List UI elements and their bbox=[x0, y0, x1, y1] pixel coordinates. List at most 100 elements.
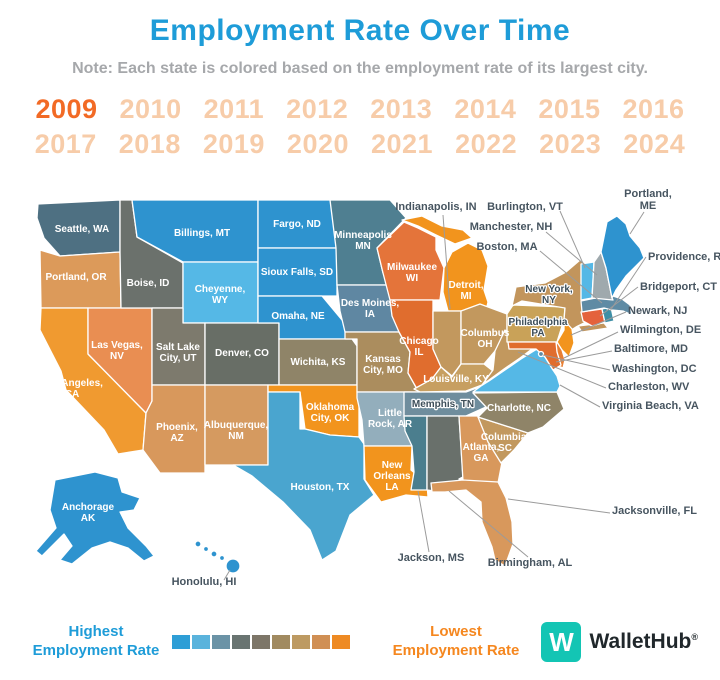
year-2020[interactable]: 2020 bbox=[286, 129, 349, 159]
callout-label-DC: Washington, DC bbox=[612, 363, 697, 375]
legend-highest-line2: Employment Rate bbox=[32, 642, 160, 659]
city-label-IA: Des Moines, IA bbox=[341, 298, 400, 320]
year-2012[interactable]: 2012 bbox=[286, 94, 349, 124]
city-label-TN: Memphis, TN bbox=[412, 399, 474, 410]
wallethub-logo-letter: W bbox=[549, 626, 574, 657]
leader-line-IN bbox=[442, 214, 451, 310]
leader-line-WV bbox=[517, 351, 607, 389]
callout-label-RI: Providence, RI bbox=[648, 251, 720, 263]
city-label-SD: Sioux Falls, SD bbox=[261, 267, 333, 278]
year-2018[interactable]: 2018 bbox=[118, 129, 181, 159]
year-2017[interactable]: 2017 bbox=[34, 129, 97, 159]
leader-line-RI bbox=[609, 256, 647, 312]
state-MI[interactable] bbox=[401, 215, 473, 245]
state-MA[interactable] bbox=[580, 294, 633, 316]
leader-line-NJ bbox=[570, 311, 627, 336]
legend-swatch-3 bbox=[212, 635, 230, 649]
leader-line-DC bbox=[542, 354, 611, 371]
year-2022[interactable]: 2022 bbox=[455, 129, 518, 159]
state-HI[interactable] bbox=[194, 540, 202, 548]
state-HI[interactable] bbox=[225, 558, 241, 574]
year-2013[interactable]: 2013 bbox=[370, 94, 433, 124]
legend-swatch-6 bbox=[272, 635, 290, 649]
city-label-TX: Houston, TX bbox=[291, 482, 350, 493]
state-HI[interactable] bbox=[218, 554, 226, 562]
year-row: 2009 2010 2011 2012 2013 2014 2015 2016 bbox=[0, 92, 720, 127]
year-2019[interactable]: 2019 bbox=[202, 129, 265, 159]
callout-label-MA: Boston, MA bbox=[476, 241, 537, 253]
state-FL[interactable] bbox=[430, 479, 514, 567]
city-label-WA: Seattle, WA bbox=[55, 224, 109, 235]
state-WI[interactable] bbox=[376, 221, 445, 301]
year-2016[interactable]: 2016 bbox=[622, 94, 685, 124]
state-MI[interactable] bbox=[442, 242, 489, 312]
wallethub-logo-name: WalletHub® bbox=[589, 630, 698, 653]
city-label-MO: Kansas City, MO bbox=[363, 354, 403, 376]
city-label-PA: Philadelphia PA bbox=[509, 317, 568, 339]
page-note: Note: Each state is colored based on the… bbox=[72, 60, 648, 77]
city-label-OH: Columbus OH bbox=[461, 328, 510, 350]
year-2009[interactable]: 2009 bbox=[35, 94, 98, 124]
state-MD[interactable] bbox=[507, 341, 562, 371]
callout-label-ME: Portland, ME bbox=[624, 188, 672, 212]
legend-highest-label: Highest Employment Rate bbox=[30, 623, 162, 661]
city-label-KS: Wichita, KS bbox=[291, 357, 346, 368]
state-KY[interactable] bbox=[413, 363, 494, 393]
year-2024[interactable]: 2024 bbox=[623, 129, 686, 159]
city-label-MT: Billings, MT bbox=[174, 228, 230, 239]
city-label-MI: Detroit, MI bbox=[449, 280, 484, 302]
legend-swatch-7 bbox=[292, 635, 310, 649]
city-label-NM: Albuquerque, NM bbox=[204, 420, 269, 442]
leader-line-FL bbox=[507, 498, 611, 514]
city-label-UT: Salt Lake City, UT bbox=[156, 342, 200, 364]
leader-line-MS bbox=[417, 490, 430, 553]
callout-label-VA: Virginia Beach, VA bbox=[602, 400, 699, 412]
legend-highest-line1: Highest bbox=[68, 623, 124, 641]
callout-label-VT: Burlington, VT bbox=[487, 201, 563, 213]
state-ME[interactable] bbox=[600, 215, 645, 299]
callout-label-DE: Wilmington, DE bbox=[620, 324, 701, 336]
legend-swatch-4 bbox=[232, 635, 250, 649]
city-label-IL: Chicago IL bbox=[399, 336, 438, 358]
legend-bar: Highest Employment Rate Lowest Employmen… bbox=[0, 612, 720, 672]
year-2010[interactable]: 2010 bbox=[119, 94, 182, 124]
state-DC[interactable] bbox=[537, 350, 545, 358]
legend-scale bbox=[172, 635, 352, 649]
legend-lowest-line1: Lowest bbox=[430, 623, 482, 641]
leader-line-DE bbox=[563, 331, 619, 359]
city-label-CO: Denver, CO bbox=[215, 348, 269, 359]
year-2011[interactable]: 2011 bbox=[203, 94, 265, 124]
city-label-ID: Boise, ID bbox=[127, 278, 170, 289]
callout-label-NH: Manchester, NH bbox=[470, 221, 553, 233]
city-label-OR: Portland, OR bbox=[45, 272, 107, 283]
state-HI[interactable] bbox=[210, 550, 218, 558]
leader-line-VT bbox=[559, 210, 586, 269]
city-label-AR: Little Rock, AR bbox=[368, 408, 413, 430]
city-label-GA: Atlanta, GA bbox=[463, 442, 500, 464]
callout-label-HI: Honolulu, HI bbox=[172, 576, 237, 588]
state-HI[interactable] bbox=[202, 545, 210, 553]
city-label-SC: Columbia, SC bbox=[481, 432, 530, 454]
year-2015[interactable]: 2015 bbox=[538, 94, 601, 124]
year-2023[interactable]: 2023 bbox=[539, 129, 602, 159]
city-label-WY: Cheyenne, WY bbox=[195, 284, 246, 306]
state-SD[interactable] bbox=[257, 247, 338, 297]
wallethub-logo[interactable]: W WalletHub® bbox=[541, 622, 698, 662]
us-map-svg: Seattle, WA Portland, OR Los Angeles, CA Las… bbox=[35, 188, 720, 588]
year-2014[interactable]: 2014 bbox=[454, 94, 517, 124]
callout-label-MD: Baltimore, MD bbox=[614, 343, 688, 355]
city-label-MN: Minneapolis MN bbox=[334, 230, 392, 252]
registered-mark: ® bbox=[691, 632, 698, 642]
year-selector: 2009 2010 2011 2012 2013 2014 2015 2016 2017 2018… bbox=[0, 92, 720, 162]
leader-line-VA bbox=[559, 384, 601, 408]
city-label-LA: New Orleans LA bbox=[373, 460, 411, 493]
callout-label-AL: Birmingham, AL bbox=[488, 557, 573, 569]
leader-line-MA bbox=[539, 250, 603, 304]
state-AK[interactable] bbox=[35, 471, 155, 565]
year-2021[interactable]: 2021 bbox=[371, 129, 434, 159]
state-TX[interactable] bbox=[232, 391, 375, 561]
leader-line-ME bbox=[629, 211, 645, 235]
city-label-NC: Charlotte, NC bbox=[487, 403, 551, 414]
state-NC[interactable] bbox=[472, 391, 565, 434]
city-label-ND: Fargo, ND bbox=[273, 219, 321, 230]
